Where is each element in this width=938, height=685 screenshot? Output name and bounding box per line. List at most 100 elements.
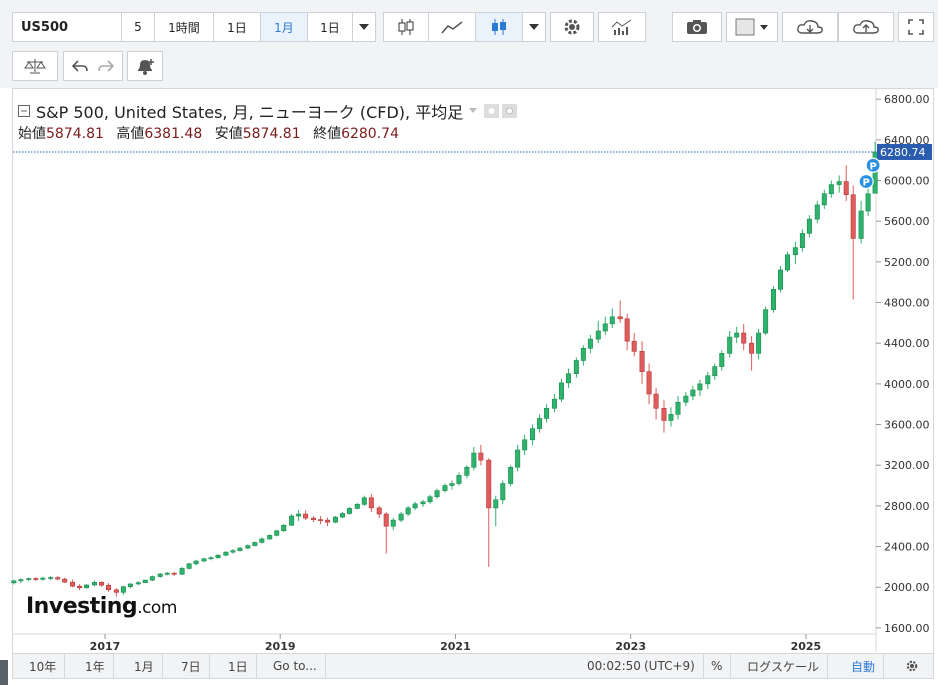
x-tick-label: 2019	[265, 640, 296, 653]
legend-ohlc: 始値5874.81 高値6381.48 安値5874.81 終値6280.74	[18, 123, 407, 143]
y-tick-label: 3600.00	[884, 419, 930, 432]
save-chart-button[interactable]	[838, 12, 894, 42]
candle-body	[602, 323, 608, 332]
y-tick-label: 4000.00	[884, 378, 930, 391]
eye-gear-icon[interactable]	[483, 103, 519, 119]
candle-body	[281, 524, 287, 532]
interval-dropdown[interactable]: 1日	[307, 12, 353, 42]
candle-body	[186, 563, 192, 569]
collapse-icon[interactable]	[18, 105, 30, 117]
y-tick-label: 5600.00	[884, 215, 930, 228]
candle-body	[653, 393, 659, 409]
interval-1m-button[interactable]: 1月	[260, 12, 308, 42]
candle-body	[850, 194, 856, 239]
candle-body	[127, 583, 133, 588]
y-tick-label: 2400.00	[884, 541, 930, 554]
candle-body	[712, 366, 718, 377]
candle-body	[631, 340, 637, 352]
range-1y-button[interactable]: 1年	[77, 654, 114, 678]
y-tick-label: 6800.00	[884, 93, 930, 106]
log-scale-button[interactable]: ログスケール	[739, 654, 829, 678]
chart-settings-button[interactable]	[897, 654, 927, 678]
auto-scale-button[interactable]: 自動	[843, 654, 885, 678]
load-chart-button[interactable]	[782, 12, 838, 42]
range-1d-button[interactable]: 1日	[220, 654, 257, 678]
close-value: 6280.74	[341, 126, 399, 142]
last-price-label: 6280.74	[880, 146, 926, 159]
chart-area[interactable]	[12, 88, 934, 654]
candle-body	[289, 515, 295, 526]
candle-body	[171, 572, 177, 575]
heikin-ashi-button[interactable]	[475, 12, 523, 42]
candle-body	[230, 550, 236, 553]
bottom-toolbar: 10年 1年 1月 7日 1日 Go to... 00:02:50 (UTC+9…	[12, 654, 934, 679]
indicators-button[interactable]	[598, 12, 646, 42]
x-tick-label: 2025	[791, 640, 822, 653]
candle-body	[311, 517, 317, 520]
candle-body	[478, 452, 484, 461]
x-tick-label: 2023	[615, 640, 646, 653]
undo-icon[interactable]	[72, 59, 88, 73]
candle-body	[464, 466, 470, 476]
percent-button[interactable]: %	[703, 654, 732, 678]
candle-body	[580, 347, 586, 361]
chart-type-dropdown-arrow[interactable]	[522, 12, 546, 42]
candle-body	[62, 578, 68, 583]
redo-icon[interactable]	[98, 59, 114, 73]
candle-body	[785, 254, 791, 271]
candle-body	[792, 247, 798, 256]
bar-type-button[interactable]	[383, 12, 429, 42]
candle-body	[55, 577, 61, 580]
candle-body	[157, 573, 163, 577]
candle-body	[486, 459, 492, 509]
interval-dropdown-arrow[interactable]	[352, 12, 376, 42]
fullscreen-button[interactable]	[898, 12, 934, 42]
candle-body	[544, 407, 550, 419]
scale-icon	[24, 59, 46, 74]
candle-body	[537, 418, 543, 429]
cloud-download-icon	[797, 20, 823, 34]
range-1m-button[interactable]: 1月	[126, 654, 163, 678]
candle-body	[193, 560, 199, 565]
last-price-badge	[877, 143, 932, 160]
chart-style-button[interactable]	[726, 12, 778, 42]
chevron-down-icon	[359, 24, 369, 30]
y-tick-label: 6400.00	[884, 134, 930, 147]
candle-body	[412, 503, 418, 509]
candle-body	[646, 371, 652, 395]
candle-body	[756, 332, 762, 354]
chevron-down-icon[interactable]	[469, 108, 478, 114]
goto-button[interactable]: Go to...	[265, 654, 326, 678]
open-label: 始値	[18, 126, 46, 142]
indicators-icon	[611, 19, 632, 35]
timezone[interactable]: (UTC+9)	[636, 654, 704, 678]
candle-body	[48, 577, 54, 579]
interval-1d-button[interactable]: 1日	[213, 12, 261, 42]
candle-body	[624, 318, 630, 342]
compare-button[interactable]	[12, 51, 58, 81]
range-7d-button[interactable]: 7日	[173, 654, 210, 678]
snapshot-button[interactable]	[672, 12, 722, 42]
candle-body	[105, 584, 111, 591]
y-tick-label: 4800.00	[884, 297, 930, 310]
candle-body	[405, 507, 411, 515]
logo-brand: Investing	[26, 594, 138, 619]
symbol-input[interactable]: US500	[12, 12, 122, 42]
settings-button[interactable]	[550, 12, 594, 42]
candle-body	[179, 568, 185, 575]
candle-body	[427, 496, 433, 503]
candle-body	[821, 193, 827, 206]
candle-body	[508, 466, 514, 484]
low-value: 5874.81	[242, 126, 301, 142]
annotation-marker	[865, 157, 881, 173]
candle-body	[368, 497, 374, 509]
annotation-marker	[858, 173, 874, 190]
candle-body	[77, 585, 83, 589]
interval-1h-button[interactable]: 1時間	[154, 12, 214, 42]
annotation-marker-label: P	[862, 178, 869, 189]
alert-button[interactable]	[127, 51, 163, 81]
open-value: 5874.81	[46, 126, 104, 142]
candle-body	[434, 490, 440, 498]
range-10y-button[interactable]: 10年	[21, 654, 66, 678]
